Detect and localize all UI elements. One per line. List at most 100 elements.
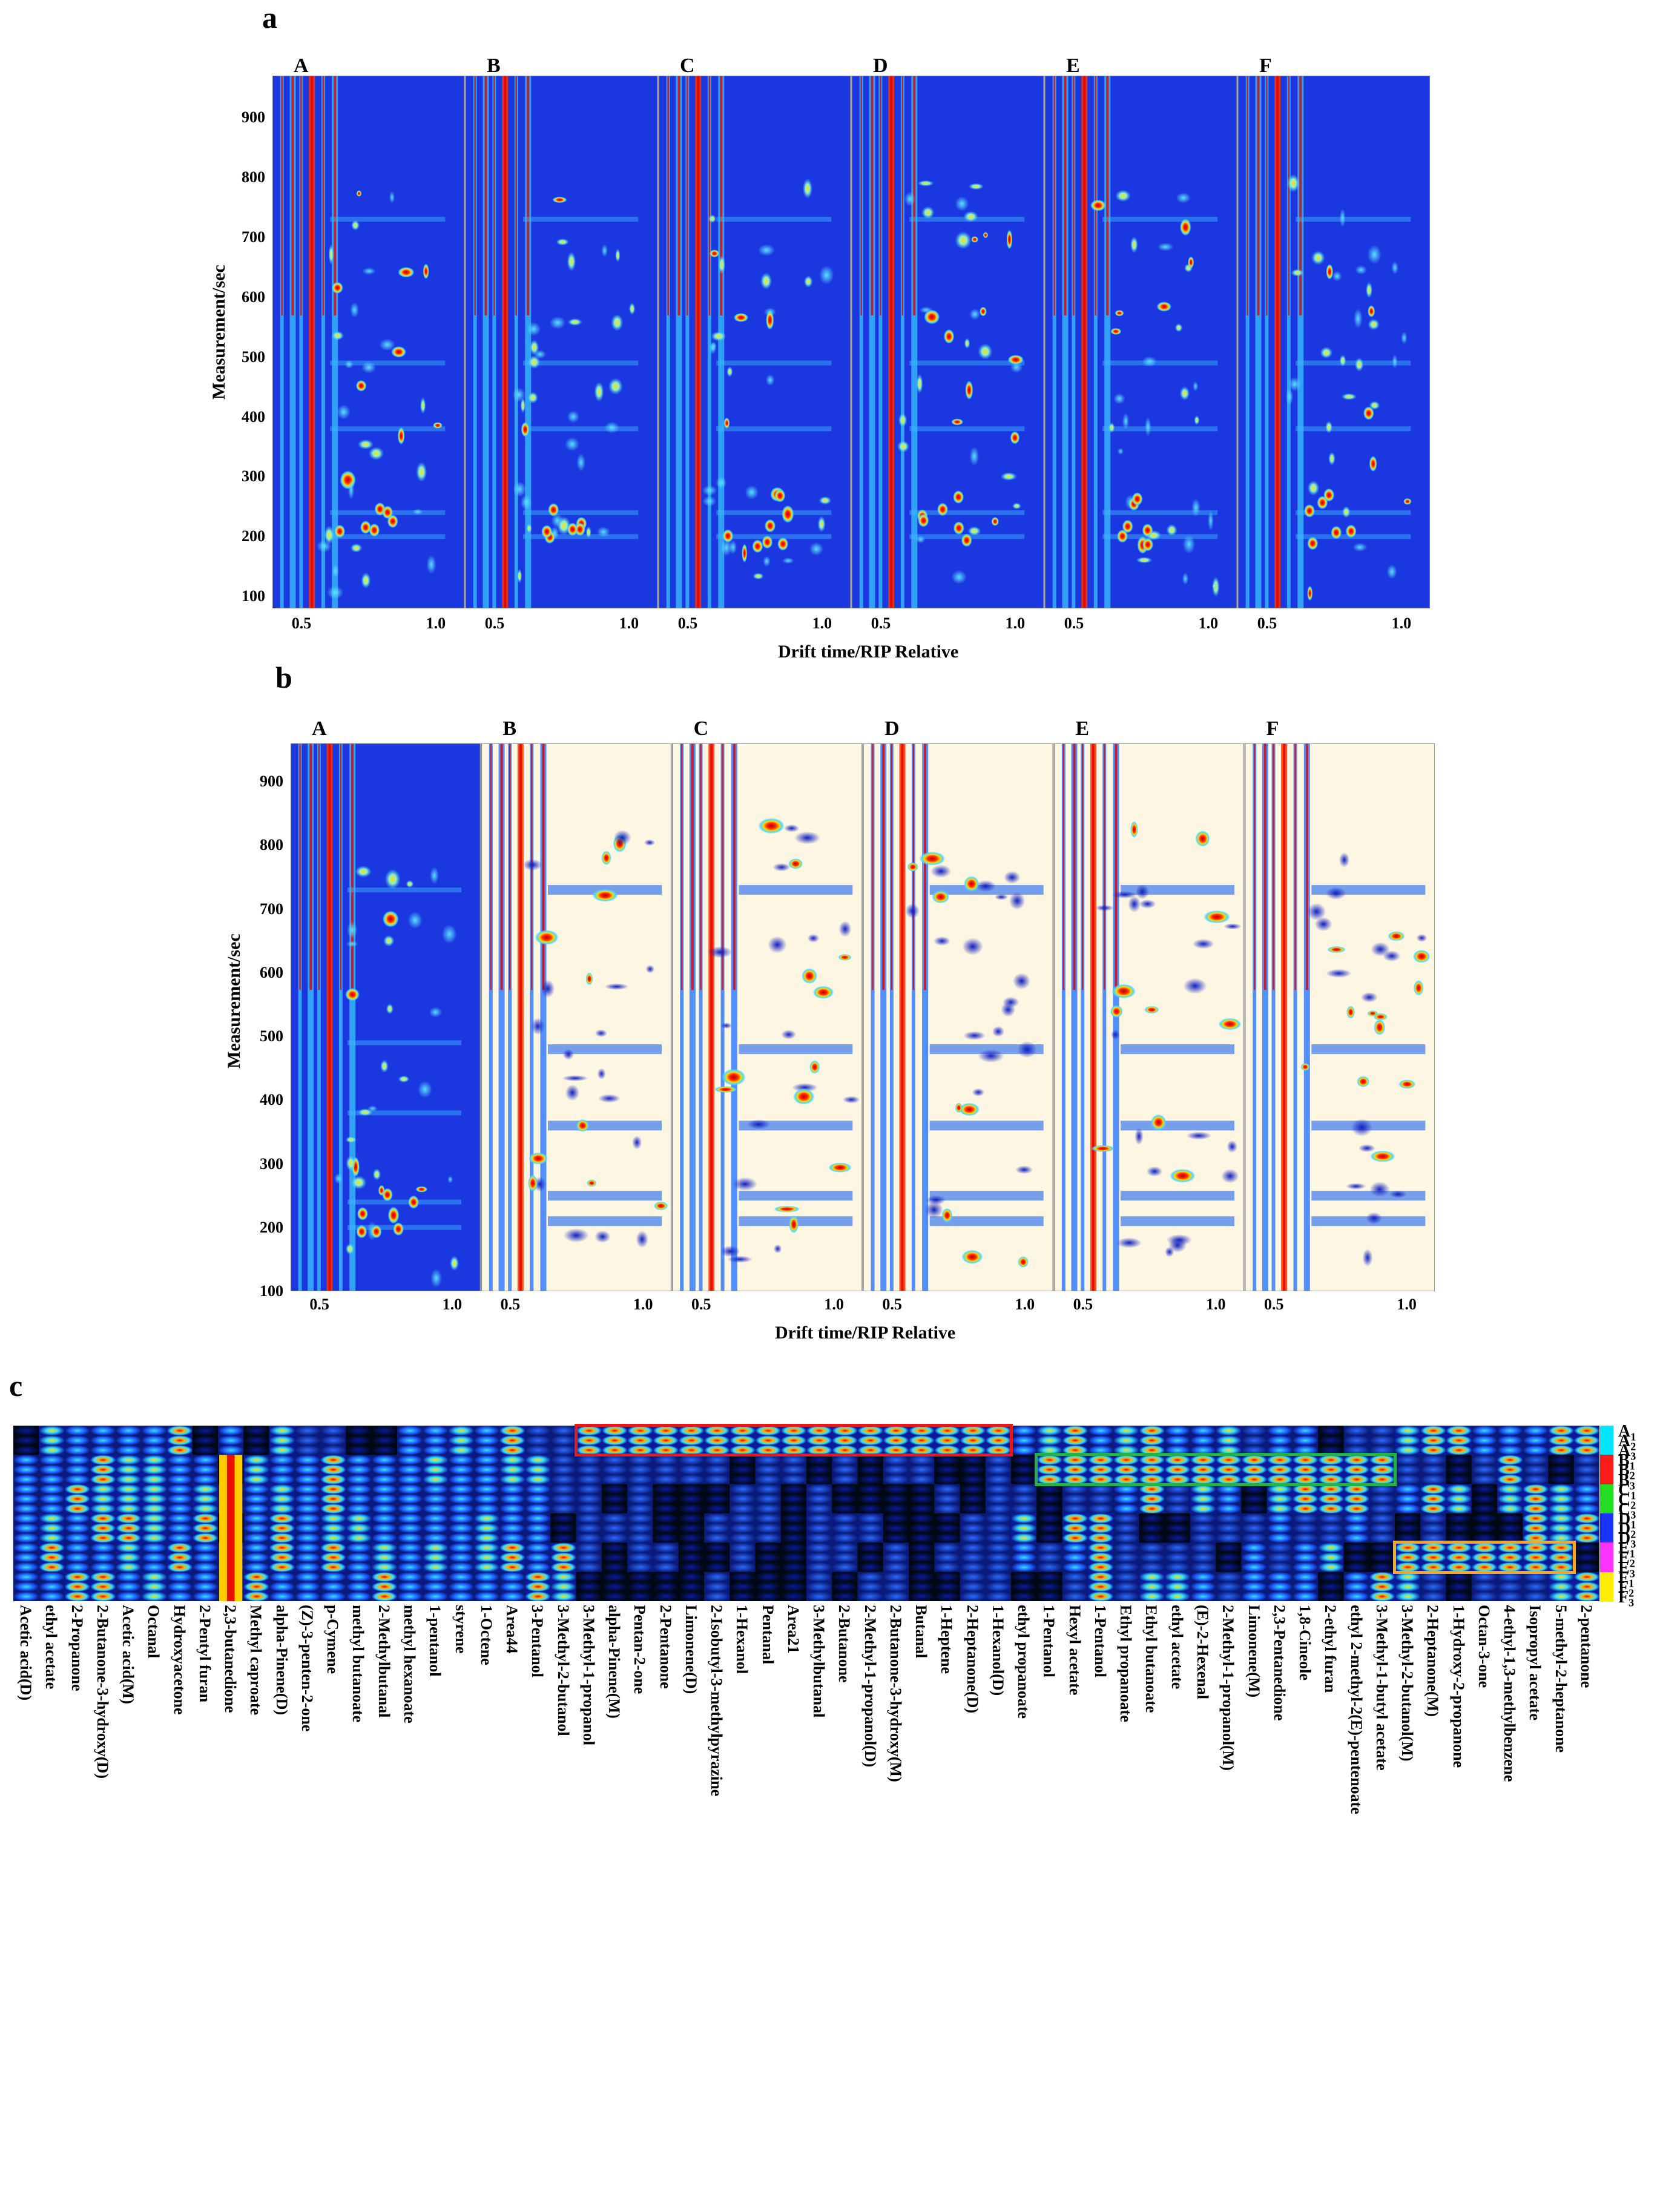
- panel-a-sample-A: A: [294, 54, 309, 77]
- panel-b-xtick: 1.0: [442, 1295, 463, 1313]
- compound-label: ethyl 2-methyl-2(E)-pentenoate: [1347, 1605, 1365, 1814]
- panel-a-ytick: 700: [242, 228, 265, 246]
- compound-label: 2-pentanone: [1577, 1605, 1595, 1688]
- row-label: C3: [1618, 1499, 1636, 1521]
- subplot-C: [671, 743, 863, 1291]
- compound-label: 4-ethyl-1,3-methylbenzene: [1501, 1605, 1519, 1782]
- panel-b-xtick: 1.0: [1206, 1295, 1226, 1313]
- compound-label: Limonene(D): [682, 1605, 700, 1694]
- compound-label: 2-Butanone-3-hydroxy(D): [93, 1605, 111, 1779]
- panel-b-sample-B: B: [502, 717, 517, 740]
- compound-label: 3-Pentanol: [529, 1605, 547, 1677]
- panel-a-ylabel: Measurement/sec: [209, 265, 229, 400]
- row-group-bar: [1600, 1591, 1613, 1602]
- compound-label: Octanal: [145, 1605, 163, 1659]
- compound-label: 2-Heptanone(D): [963, 1605, 981, 1714]
- compound-label: 2-Methylbutanal: [375, 1605, 393, 1718]
- panel-b-xtick: 0.5: [882, 1295, 902, 1313]
- compound-label: Methyl caproate: [247, 1605, 265, 1716]
- panel-a-xtick: 1.0: [619, 614, 639, 632]
- row-group-bar: [1600, 1484, 1613, 1495]
- compound-label: ethyl propanoate: [1015, 1605, 1033, 1719]
- panel-b-ytick: 800: [260, 836, 283, 854]
- compound-label: 2-Methyl-1-propanol(D): [861, 1605, 879, 1768]
- compound-label: 3-Methyl-2-butanol(M): [1398, 1605, 1417, 1762]
- compound-label: 2,3-Pentanedione: [1270, 1605, 1288, 1721]
- panel-a-xtick: 1.0: [812, 614, 832, 632]
- row-group-bar: [1600, 1493, 1613, 1504]
- compound-label: 1-Pentanol: [1091, 1605, 1109, 1677]
- panel-b-ytick: 100: [260, 1282, 283, 1300]
- panel-b-sample-F: F: [1266, 717, 1279, 740]
- compound-label: (Z)-3-penten-2-one: [298, 1605, 316, 1732]
- row-group-bar: [1600, 1474, 1613, 1485]
- subplot-C: [658, 76, 851, 608]
- compound-label: 3-Methylbutanal: [810, 1605, 828, 1718]
- panel-a-xtick: 0.5: [1064, 614, 1084, 632]
- panel-b-xtick: 1.0: [1015, 1295, 1035, 1313]
- panel-a-xtick: 1.0: [1005, 614, 1026, 632]
- subplot-A: [272, 76, 465, 608]
- row-group-bar: [1600, 1435, 1613, 1446]
- compound-label: Area44: [503, 1605, 521, 1654]
- compound-label: methyl hexanoate: [401, 1605, 418, 1723]
- panel-a-xlabel: Drift time/RIP Relative: [778, 642, 959, 662]
- panel-b-xtick: 0.5: [309, 1295, 329, 1313]
- compound-label: styrene: [452, 1605, 470, 1654]
- panel-a-sample-D: D: [873, 54, 888, 77]
- panel-b-ytick: 600: [260, 963, 283, 981]
- compound-label: Area21: [784, 1605, 802, 1654]
- panel-a-xtick: 0.5: [484, 614, 505, 632]
- row-label: E1: [1618, 1539, 1635, 1560]
- compound-label: 3-Methyl-1-propanol: [579, 1605, 598, 1746]
- row-label: D1: [1618, 1510, 1636, 1531]
- compound-label: 1-Hydroxy-2-propanone: [1449, 1605, 1467, 1768]
- compound-label: ethyl acetate: [1168, 1605, 1186, 1690]
- compound-label: Hydroxyacetone: [170, 1605, 188, 1715]
- panel-b-ylabel: Measurement/sec: [224, 933, 244, 1068]
- panel-a-xtick: 0.5: [871, 614, 891, 632]
- compound-label: alpha-Pinene(M): [605, 1605, 624, 1719]
- panel-b-plot: [291, 743, 1435, 1291]
- compound-label: alpha-Pinene(D): [272, 1605, 291, 1715]
- compound-label: 2-Propanone: [68, 1605, 86, 1691]
- row-group-bar: [1600, 1542, 1613, 1553]
- panel-a-xtick: 0.5: [677, 614, 698, 632]
- panel-b-sample-E: E: [1075, 717, 1090, 740]
- panel-b-ytick: 300: [260, 1154, 283, 1173]
- compound-label: 1-pentanol: [426, 1605, 444, 1677]
- row-label: A2: [1618, 1432, 1636, 1453]
- panel-b-letter: b: [275, 660, 292, 694]
- row-label: C1: [1618, 1480, 1636, 1502]
- compound-label: Butanal: [912, 1605, 930, 1659]
- highlight-box: [574, 1424, 1013, 1457]
- panel-b-ytick: 500: [260, 1027, 283, 1045]
- row-label: B3: [1618, 1470, 1635, 1492]
- row-group-bar: [1600, 1445, 1613, 1455]
- row-group-bar: [1600, 1533, 1613, 1543]
- panel-a-ytick: 100: [242, 587, 265, 605]
- compound-label: Ethyl butanoate: [1142, 1605, 1161, 1713]
- panel-b-sample-A: A: [312, 717, 327, 740]
- compound-label: Acetic acid(M): [119, 1605, 137, 1704]
- compound-label: 1-Heptene: [938, 1605, 956, 1674]
- panel-a-sample-B: B: [487, 54, 501, 77]
- compound-label: ethyl acetate: [42, 1605, 61, 1690]
- subplot-A: [291, 743, 481, 1291]
- row-label: D3: [1618, 1529, 1636, 1550]
- highlight-box: [1392, 1541, 1576, 1574]
- compound-label: 2,3-butanedione: [222, 1605, 240, 1713]
- compound-label: 2-Butanone-3-hydroxy(M): [886, 1605, 904, 1782]
- subplot-E: [1044, 76, 1237, 608]
- panel-b-xlabel: Drift time/RIP Relative: [775, 1323, 956, 1343]
- compound-label: Isopropyl acetate: [1526, 1605, 1544, 1720]
- compound-label: 3-Methyl-1-butyl acetate: [1372, 1605, 1391, 1771]
- compound-label: Pentanal: [759, 1605, 777, 1665]
- panel-b-ytick: 700: [260, 900, 283, 918]
- compound-label: 1-Octene: [477, 1605, 495, 1665]
- highlight-box: [1035, 1453, 1397, 1486]
- row-label: D2: [1618, 1519, 1636, 1541]
- panel-a-ytick: 600: [242, 288, 265, 306]
- subplot-D: [851, 76, 1044, 608]
- panel-a-sample-C: C: [680, 54, 695, 77]
